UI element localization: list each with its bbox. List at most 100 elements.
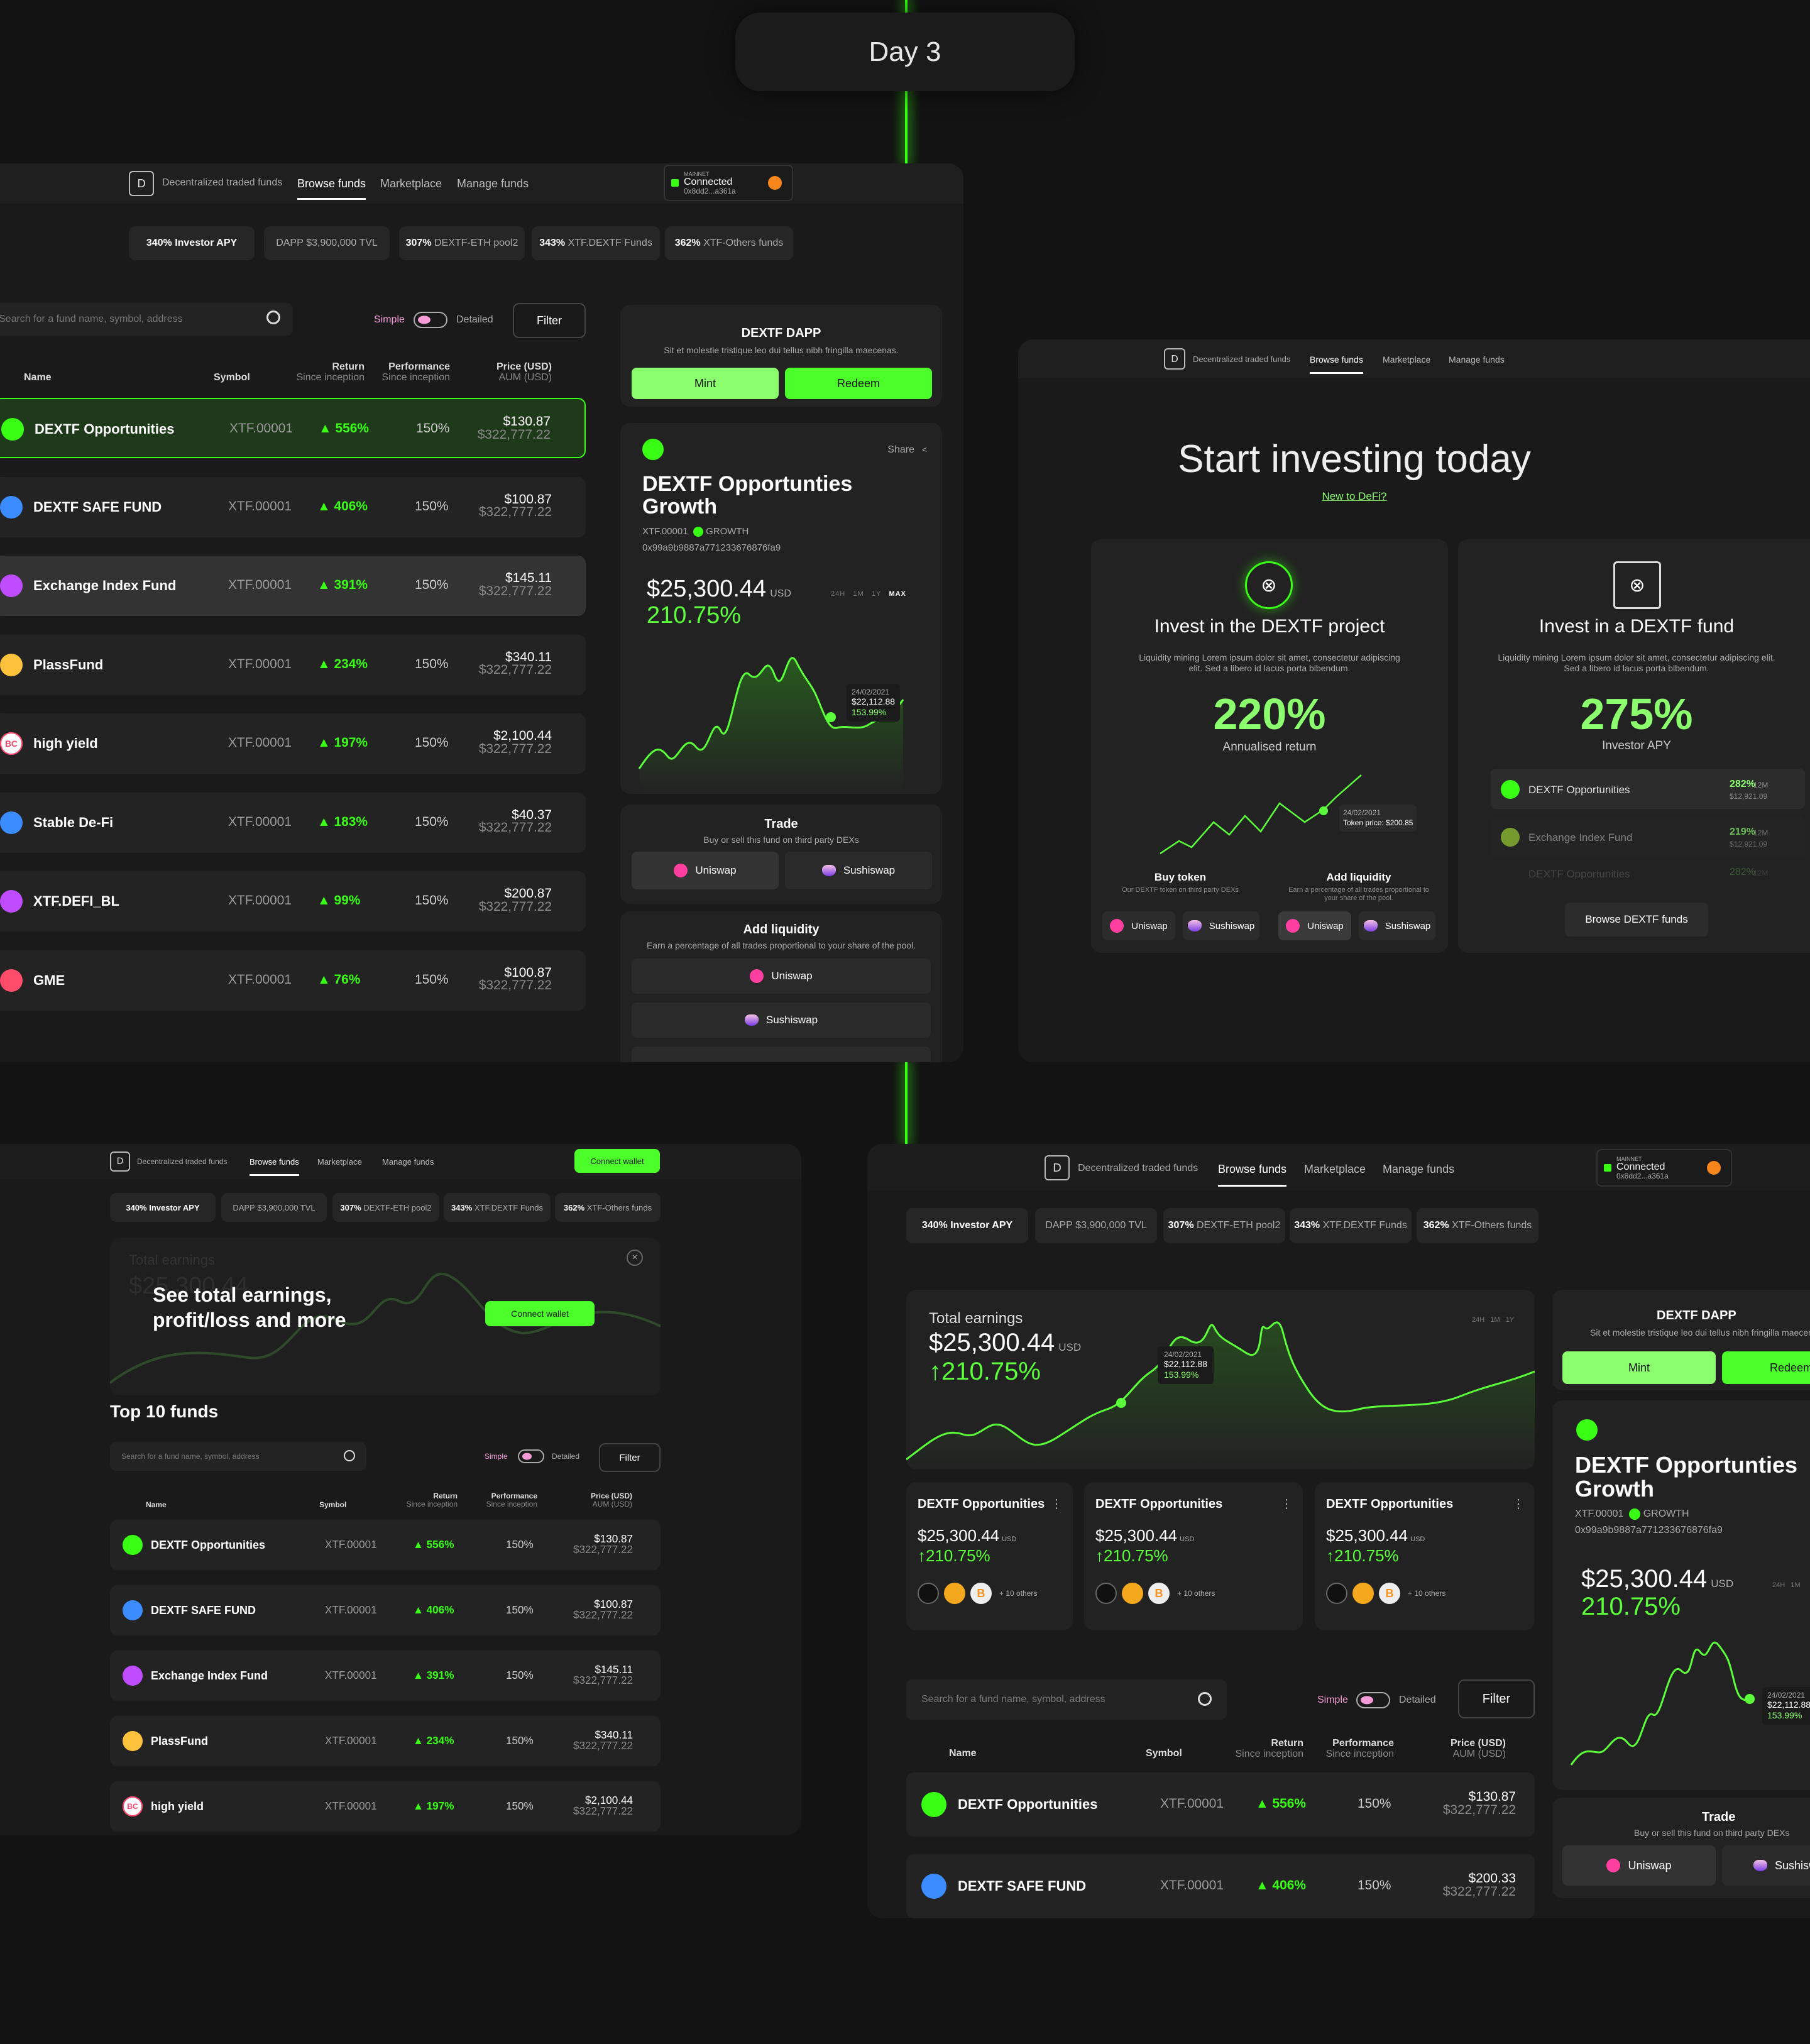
portfolio-card[interactable]: DEXTF Opportunities ⋮ $25,300.44 USD ↑210…	[906, 1482, 1073, 1630]
uniswap-button[interactable]: Uniswap	[632, 852, 779, 889]
redeem-button[interactable]: Redeem	[1722, 1351, 1810, 1384]
filter-button[interactable]: Filter	[513, 303, 586, 338]
card1-tooltip: 24/02/2021 Token price: $200.85	[1339, 805, 1417, 832]
buy-uniswap-button[interactable]: Uniswap	[1102, 911, 1175, 940]
earnings-banner: Total earnings $25,300.44 See total earn…	[110, 1238, 661, 1395]
nav-manage[interactable]: Manage funds	[1383, 1163, 1455, 1175]
fund-list-item[interactable]: DEXTF Opportunities 282% 12M $12,921.09	[1491, 769, 1805, 809]
new-to-defi-link[interactable]: New to DeFi?	[1322, 490, 1387, 502]
table-row[interactable]: GME XTF.00001 ▲ 76% 150% $100.87 $322,777…	[0, 950, 586, 1011]
growth-dot-icon	[693, 527, 703, 537]
filter-button[interactable]: Filter	[1458, 1679, 1535, 1718]
mint-button[interactable]: Mint	[632, 368, 779, 399]
fund-avatar	[642, 439, 664, 460]
liq-sushiswap-button[interactable]: Sushiswap	[1359, 911, 1435, 940]
fund-title: DEXTF Opportunties Growth	[1575, 1452, 1797, 1502]
table-row[interactable]: PlassFund XTF.00001 ▲ 234% 150% $340.11 $…	[0, 634, 586, 695]
nav-browse[interactable]: Browse funds	[297, 177, 366, 200]
range-selector[interactable]: 24H 1M 1Y	[1472, 1316, 1515, 1324]
table-row[interactable]: BC high yield XTF.00001 ▲ 197% 150% $2,1…	[0, 713, 586, 774]
connect-wallet-button[interactable]: Connect wallet	[574, 1149, 660, 1173]
table-row[interactable]: PlassFund XTF.00001 ▲ 234% 150% $340.11 $…	[110, 1716, 661, 1766]
nav-marketplace[interactable]: Marketplace	[380, 177, 442, 190]
stat-xtf-others: 362% XTF-Others funds	[555, 1193, 661, 1222]
fund-list-item[interactable]: Exchange Index Fund 219% 12M $12,921.09	[1491, 816, 1805, 857]
fund-symbol: XTF.00001	[228, 498, 292, 514]
portfolio-title: DEXTF Opportunities	[918, 1497, 1045, 1511]
view-toggle[interactable]	[518, 1449, 544, 1463]
range-selector[interactable]: 24H 1M 1Y MAX	[831, 590, 906, 598]
liquidity-uniswap-button[interactable]: Uniswap	[632, 959, 931, 994]
table-row[interactable]: XTF.DEFI_BL XTF.00001 ▲ 99% 150% $200.87…	[0, 871, 586, 931]
sushiswap-button[interactable]: Sushiswap	[785, 852, 932, 889]
wallet-status[interactable]: MAINNET Connected 0x8dd2...a361a	[664, 165, 793, 201]
sushiswap-button[interactable]: Sushiswap	[1722, 1845, 1810, 1886]
up-arrow-icon: ▲	[317, 814, 331, 829]
mint-button[interactable]: Mint	[1562, 1351, 1716, 1384]
liquidity-more-button[interactable]	[632, 1047, 931, 1062]
table-row[interactable]: DEXTF SAFE FUND XTF.00001 ▲ 406% 150% $2…	[906, 1854, 1535, 1918]
up-arrow-icon: ▲	[413, 1669, 424, 1681]
share-button[interactable]: Share	[887, 444, 914, 455]
liq-uniswap-button[interactable]: Uniswap	[1278, 911, 1351, 940]
brand: Decentralized traded funds	[162, 177, 283, 188]
banner-connect-button[interactable]: Connect wallet	[485, 1301, 595, 1326]
table-row[interactable]: DEXTF SAFE FUND XTF.00001 ▲ 406% 150% $1…	[110, 1585, 661, 1635]
nav-browse[interactable]: Browse funds	[1218, 1163, 1287, 1187]
price-chart	[1570, 1641, 1755, 1766]
search-input[interactable]: Search for a fund name, symbol, address	[0, 303, 293, 336]
portfolio-card[interactable]: DEXTF Opportunities ⋮ $25,300.44 USD ↑210…	[1084, 1482, 1303, 1630]
chart-point	[826, 712, 836, 722]
close-icon[interactable]: ×	[627, 1250, 643, 1266]
table-row[interactable]: BC high yield XTF.00001 ▲ 197% 150% $2,1…	[110, 1781, 661, 1832]
more-icon[interactable]: ⋮	[1512, 1497, 1525, 1511]
search-input[interactable]: Search for a fund name, symbol, address	[110, 1442, 366, 1471]
liquidity-sushiswap-button[interactable]: Sushiswap	[632, 1003, 931, 1038]
fund-name: DEXTF SAFE FUND	[33, 498, 162, 515]
search-input[interactable]: Search for a fund name, symbol, address	[906, 1679, 1227, 1720]
wallet-status[interactable]: MAINNET Connected 0x8dd2...a361a	[1596, 1149, 1732, 1187]
chart-tooltip: 24/02/2021 $22,112.88 153.99%	[1762, 1687, 1810, 1725]
add-liquidity-sub: Earn a percentage of all trades proporti…	[1288, 886, 1429, 903]
table-row[interactable]: DEXTF SAFE FUND XTF.00001 ▲ 406% 150% $1…	[0, 476, 586, 537]
stat-pool2: 307% DEXTF-ETH pool2	[1163, 1208, 1285, 1243]
more-icon[interactable]: ⋮	[1050, 1497, 1063, 1511]
address-label: 0x8dd2...a361a	[684, 186, 736, 195]
fund-return: ▲ 183%	[317, 814, 368, 829]
table-row[interactable]: DEXTF Opportunities XTF.00001 ▲ 556% 150…	[110, 1520, 661, 1570]
nav-marketplace[interactable]: Marketplace	[1383, 354, 1431, 365]
more-icon[interactable]: ⋮	[1280, 1497, 1293, 1511]
table-row[interactable]: Exchange Index Fund XTF.00001 ▲ 391% 150…	[110, 1651, 661, 1701]
fund-performance: 150%	[415, 498, 449, 514]
fund-list-item[interactable]: DEXTF Opportunities 282% 12M	[1528, 867, 1769, 879]
nav-browse[interactable]: Browse funds	[1310, 354, 1363, 374]
up-arrow-icon: ▲	[413, 1538, 424, 1551]
filter-button[interactable]: Filter	[599, 1443, 661, 1472]
browse-dextf-funds-button[interactable]: Browse DEXTF funds	[1565, 903, 1708, 937]
table-row[interactable]: DEXTF Opportunities XTF.00001 ▲ 556% 150…	[0, 398, 586, 458]
fund-performance: 150%	[415, 735, 449, 750]
price-line	[638, 657, 904, 769]
share-icon[interactable]: <	[921, 444, 927, 454]
fund-return: ▲ 556%	[319, 421, 369, 436]
table-row[interactable]: Stable De-Fi XTF.00001 ▲ 183% 150% $40.3…	[0, 792, 586, 853]
nav-manage[interactable]: Manage funds	[457, 177, 529, 190]
range-selector[interactable]: 24H 1M	[1772, 1581, 1801, 1589]
redeem-button[interactable]: Redeem	[785, 368, 932, 399]
uniswap-button[interactable]: Uniswap	[1562, 1845, 1716, 1886]
view-toggle[interactable]	[1356, 1692, 1390, 1708]
brand: Decentralized traded funds	[1193, 354, 1291, 364]
banner-title: See total earnings, profit/loss and more	[153, 1283, 346, 1331]
nav-manage[interactable]: Manage funds	[382, 1157, 434, 1167]
nav-browse[interactable]: Browse funds	[250, 1157, 299, 1176]
fund-avatar	[1576, 1419, 1598, 1441]
table-row[interactable]: DEXTF Opportunities XTF.00001 ▲ 556% 150…	[906, 1772, 1535, 1837]
nav-manage[interactable]: Manage funds	[1449, 354, 1505, 365]
fund-avatar	[921, 1874, 946, 1899]
nav-marketplace[interactable]: Marketplace	[317, 1157, 362, 1167]
view-toggle[interactable]	[414, 312, 447, 328]
buy-sushiswap-button[interactable]: Sushiswap	[1183, 911, 1259, 940]
portfolio-card[interactable]: DEXTF Opportunities ⋮ $25,300.44 USD ↑210…	[1315, 1482, 1535, 1630]
table-row[interactable]: Exchange Index Fund XTF.00001 ▲ 391% 150…	[0, 556, 586, 616]
nav-marketplace[interactable]: Marketplace	[1304, 1163, 1366, 1175]
